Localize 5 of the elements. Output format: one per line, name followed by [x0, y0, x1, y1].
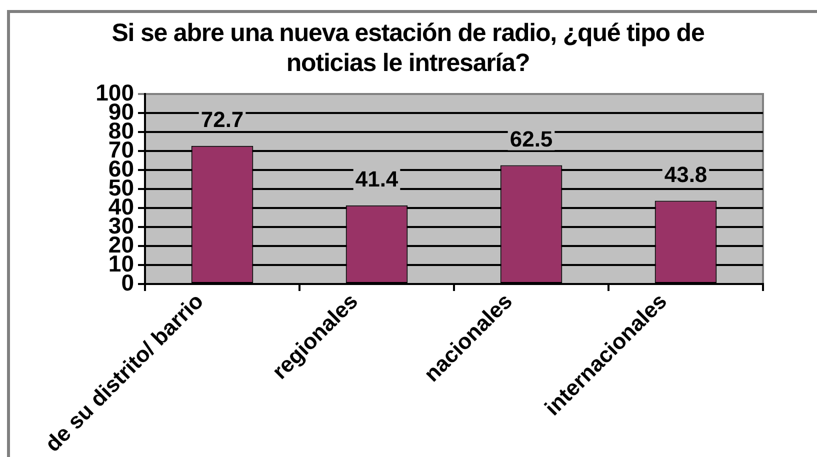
- data-label: 72.7: [200, 106, 244, 132]
- chart-title: Si se abre una nueva estación de radio, ¿qué tipo de noticias le intresaría?: [110, 18, 706, 78]
- data-label: 43.8: [664, 162, 708, 187]
- data-label: 41.4: [355, 166, 399, 192]
- data-label: 62.5: [510, 126, 553, 152]
